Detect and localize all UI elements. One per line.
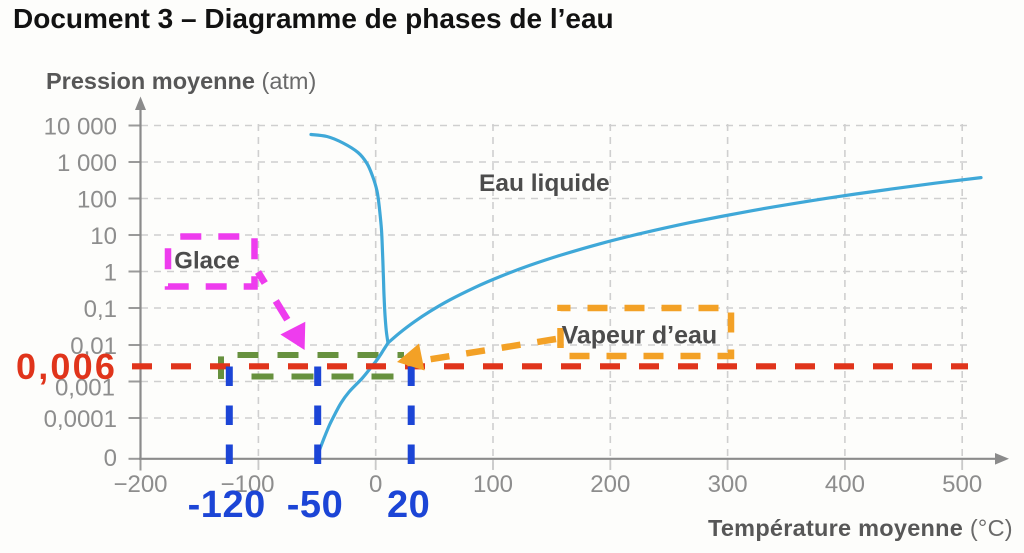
svg-text:Eau liquide: Eau liquide bbox=[479, 170, 610, 197]
svg-text:300: 300 bbox=[708, 471, 748, 498]
svg-text:Pression moyenne (atm): Pression moyenne (atm) bbox=[46, 68, 316, 94]
svg-text:200: 200 bbox=[590, 471, 630, 498]
svg-text:-50: -50 bbox=[287, 484, 343, 526]
svg-text:0,01: 0,01 bbox=[70, 333, 117, 360]
svg-text:10 000: 10 000 bbox=[44, 114, 117, 141]
svg-text:500: 500 bbox=[942, 471, 982, 498]
svg-text:100: 100 bbox=[473, 471, 513, 498]
svg-text:0: 0 bbox=[369, 471, 382, 498]
svg-text:−200: −200 bbox=[113, 471, 167, 498]
svg-text:Température moyenne (°C): Température moyenne (°C) bbox=[708, 515, 1013, 541]
svg-text:0: 0 bbox=[104, 445, 117, 472]
svg-text:0,1: 0,1 bbox=[84, 296, 117, 323]
svg-text:Document 3 – Diagramme de phas: Document 3 – Diagramme de phases de l’ea… bbox=[13, 3, 614, 34]
svg-text:Vapeur d’eau: Vapeur d’eau bbox=[562, 322, 718, 350]
svg-text:1: 1 bbox=[104, 260, 117, 287]
svg-text:10: 10 bbox=[90, 223, 117, 250]
svg-text:20: 20 bbox=[387, 484, 430, 526]
svg-text:100: 100 bbox=[77, 187, 117, 214]
svg-text:−100: −100 bbox=[220, 471, 274, 498]
svg-text:400: 400 bbox=[825, 471, 865, 498]
svg-text:-120: -120 bbox=[188, 484, 266, 526]
svg-text:0,006: 0,006 bbox=[16, 346, 117, 387]
svg-text:1 000: 1 000 bbox=[57, 150, 117, 177]
svg-text:Glace: Glace bbox=[174, 248, 239, 275]
svg-text:0,001: 0,001 bbox=[55, 375, 115, 402]
svg-text:0,0001: 0,0001 bbox=[44, 406, 117, 433]
